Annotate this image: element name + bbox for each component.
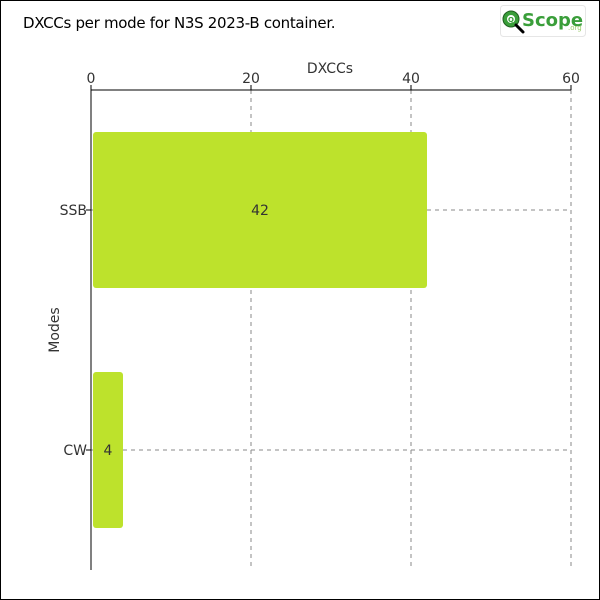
- x-tick-label: 40: [402, 71, 420, 87]
- category-label: CW: [63, 443, 87, 459]
- category-label: SSB: [60, 203, 87, 219]
- labels-layer: 0 20 40 60 42 SSB 4 CW: [60, 71, 580, 459]
- data-label: 4: [104, 443, 113, 459]
- data-label: 42: [251, 203, 269, 219]
- bars-layer: [93, 132, 427, 528]
- x-tick-label: 20: [242, 71, 260, 87]
- chart-title: DXCCs per mode for N3S 2023-B container.: [23, 14, 336, 32]
- qscope-logo-icon: Q Scope .org: [500, 5, 586, 37]
- bar-ssb[interactable]: [93, 132, 427, 288]
- axes-layer: [86, 85, 572, 570]
- qscope-logo[interactable]: Q Scope .org: [500, 5, 586, 37]
- x-tick-label: 60: [562, 71, 580, 87]
- x-axis-title: DXCCs: [307, 61, 353, 77]
- y-axis-title: Modes: [47, 307, 63, 352]
- logo-suffix: .org: [568, 24, 582, 32]
- bar-cw[interactable]: [93, 372, 123, 528]
- x-tick-label: 0: [87, 71, 96, 87]
- svg-text:Q: Q: [508, 16, 514, 24]
- logo-text: Scope: [522, 10, 583, 31]
